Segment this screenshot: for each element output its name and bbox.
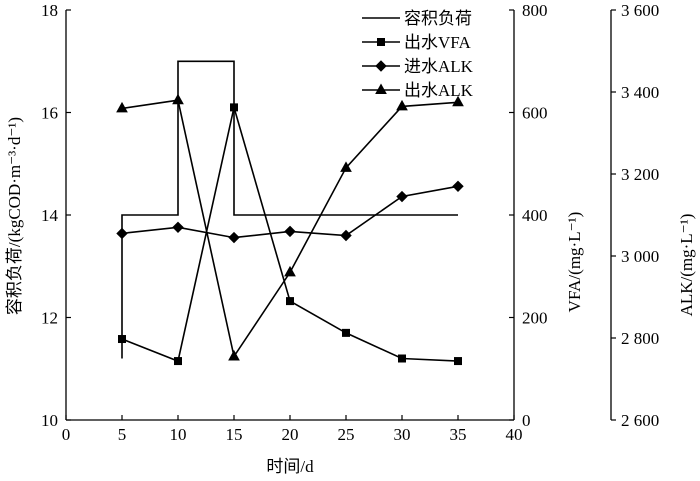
x-tick-label: 5 [118,425,127,444]
legend-item: 出水VFA [362,33,471,52]
series-3-point [452,180,464,193]
series-4-point [228,349,240,361]
legend-marker [377,38,385,46]
series-2-point [286,297,294,306]
y-left-tick-label: 14 [41,206,59,225]
y-alk-tick-label: 3 600 [621,1,659,20]
x-tick-label: 0 [62,425,71,444]
series-1-line [121,60,458,359]
y-axis-alk-title: ALK/(mg·L⁻¹) [677,214,696,317]
series-2-point [398,354,406,363]
series-3-point [116,227,128,240]
x-tick-label: 30 [394,425,411,444]
legend-item: 容积负荷 [362,9,472,28]
y-axis-vfa-title: VFA/(mg·L⁻¹) [565,212,584,313]
x-axis-title: 时间/d [266,457,314,476]
x-tick-label: 40 [506,425,523,444]
series-layer [116,60,464,366]
y-left-tick-label: 16 [41,104,58,123]
series-4 [116,93,464,361]
y-alk-tick-label: 3 000 [621,247,659,266]
axes-layer: 0 5 10 15 20 25 30 35 40 10 12 14 16 18 0 200 400 600 800 2… [41,1,659,444]
series-2-point [118,335,126,344]
y-left-tick-label: 18 [41,1,58,20]
y-axis-left-title: 容积负荷/(kgCOD·m⁻³·d⁻¹) [5,117,24,315]
y-vfa-tick-label: 200 [522,309,548,328]
legend-marker [375,83,387,94]
legend-label: 出水VFA [404,33,471,52]
legend-label: 进水ALK [404,57,474,76]
series-2-point [174,357,182,366]
series-3-point [172,221,184,234]
series-3-point [340,229,352,242]
y-alk-tick-label: 2 800 [621,329,659,348]
series-4-point [116,101,128,113]
series-2 [118,103,462,366]
series-2-point [454,357,462,366]
y-vfa-tick-label: 600 [522,104,548,123]
legend-item: 出水ALK [362,81,474,100]
y-alk-tick-label: 2 600 [621,411,659,430]
y-vfa-tick-label: 0 [522,411,531,430]
series-3-point [228,231,240,244]
y-left-tick-label: 12 [41,309,58,328]
legend-item: 进水ALK [362,57,474,76]
series-2-point [342,328,350,337]
y-alk-tick-label: 3 400 [621,83,659,102]
series-4-point [284,265,296,277]
series-3-point [396,190,408,203]
x-tick-label: 25 [338,425,355,444]
y-left-tick-label: 10 [41,411,58,430]
series-1 [121,60,458,359]
series-2-point [230,103,238,112]
series-3-point [284,225,296,238]
x-tick-label: 15 [226,425,243,444]
y-vfa-tick-label: 400 [522,206,548,225]
x-tick-label: 35 [450,425,467,444]
x-tick-label: 10 [170,425,187,444]
x-tick-label: 20 [282,425,299,444]
y-vfa-tick-label: 800 [522,1,548,20]
series-4-point [340,161,352,172]
y-alk-tick-label: 3 200 [621,165,659,184]
series-4-point [396,99,408,111]
series-3 [116,180,464,244]
series-4-point [452,95,464,107]
series-4-point [172,93,184,105]
legend-marker [375,60,387,72]
legend-label: 容积负荷 [404,9,472,28]
legend-label: 出水ALK [404,81,474,100]
